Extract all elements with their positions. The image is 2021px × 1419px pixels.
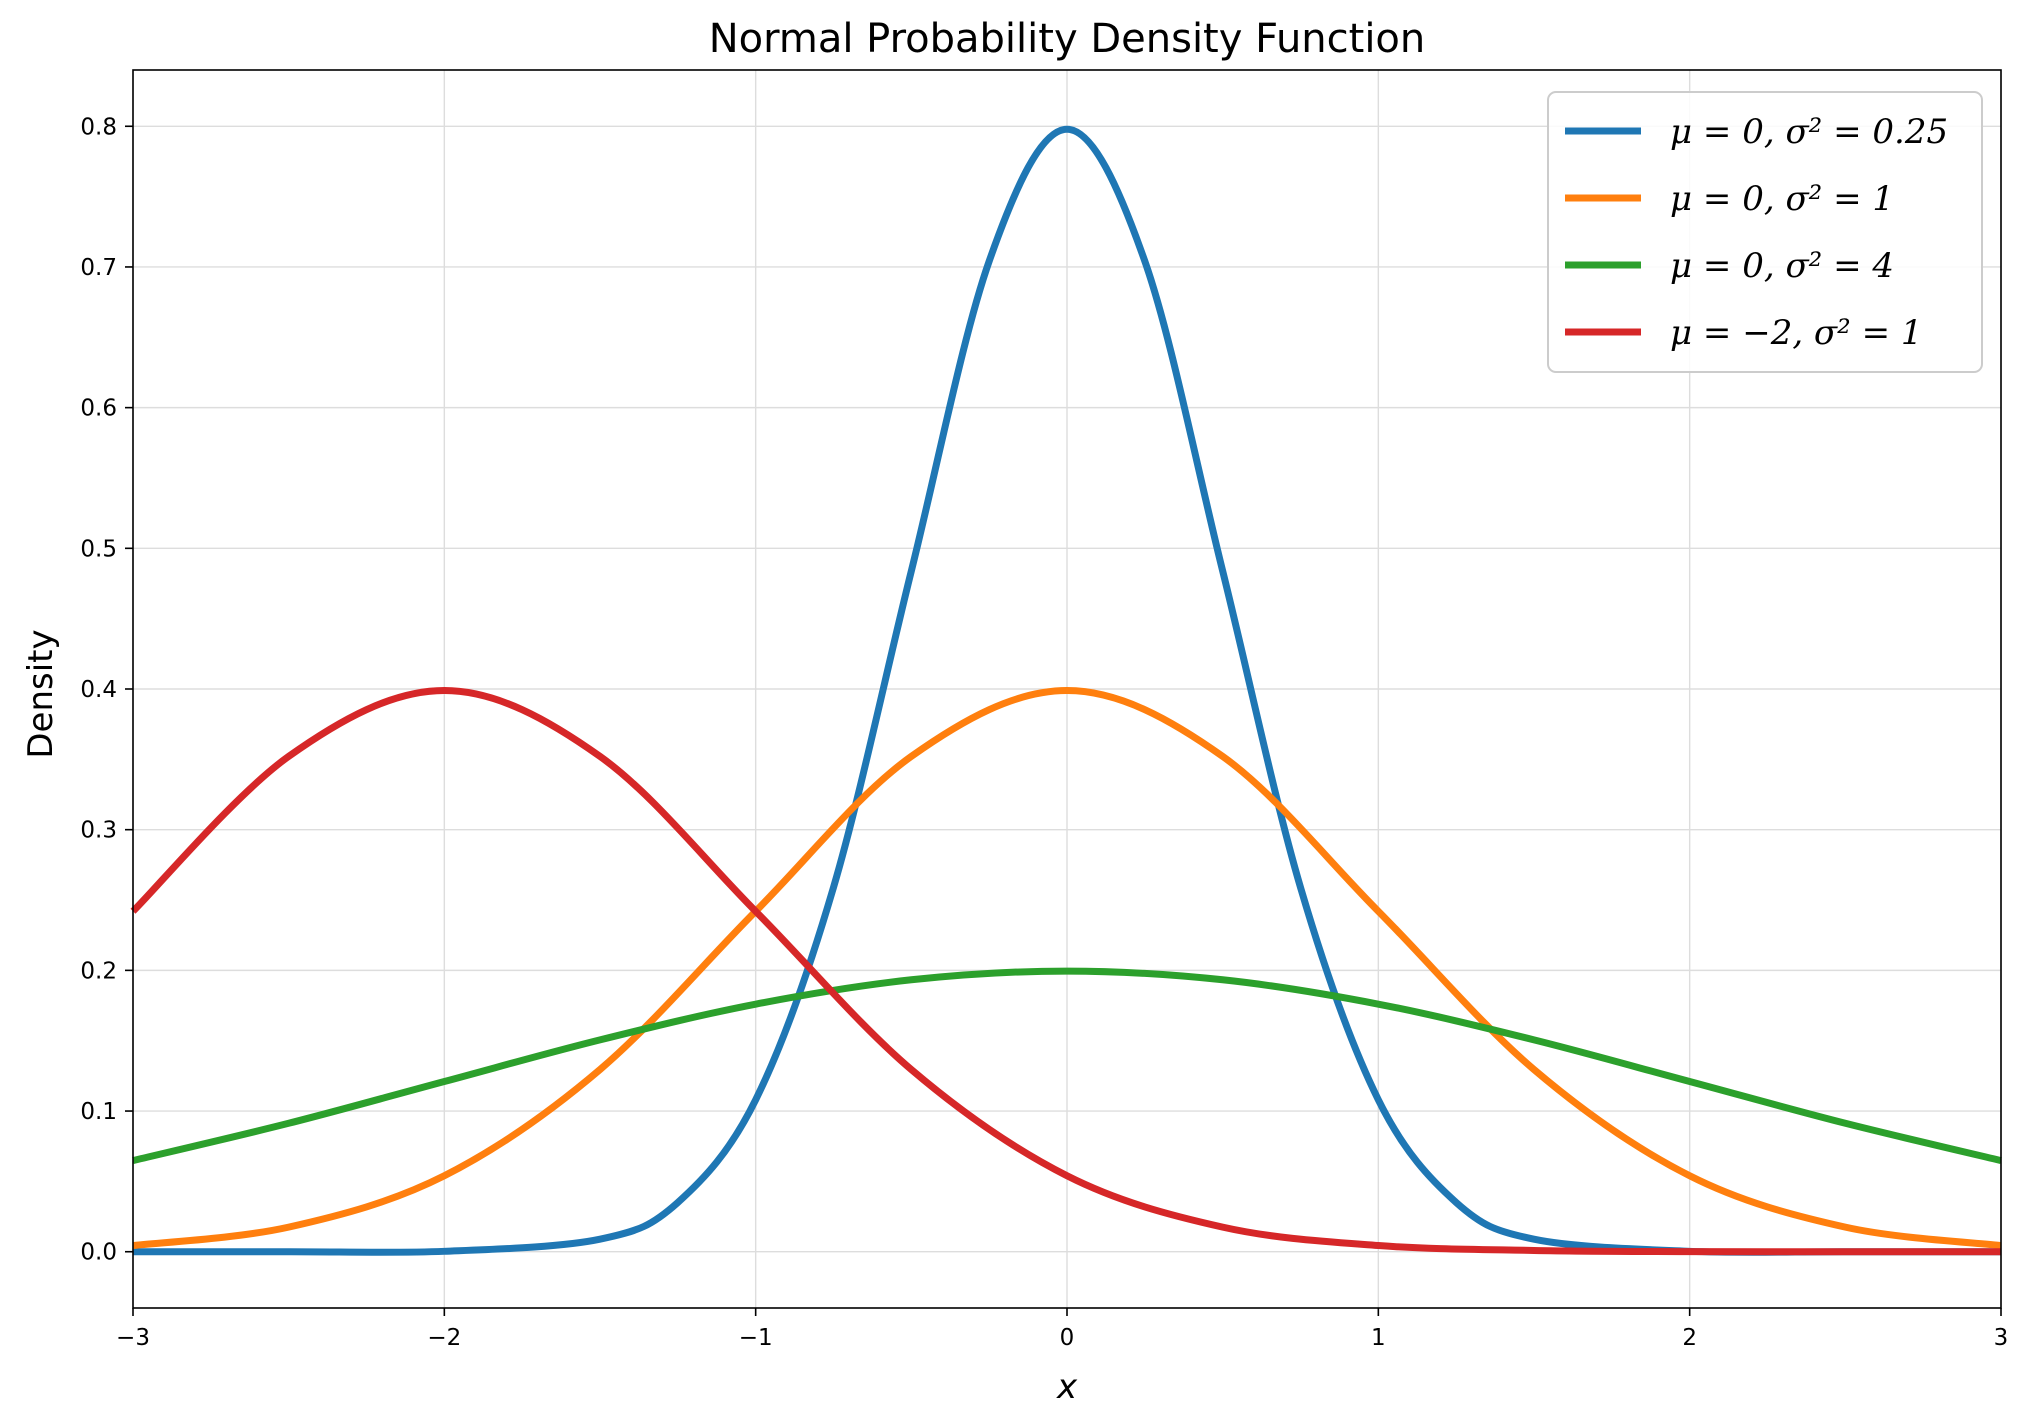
series-line-2 [132,687,2002,1250]
chart-title: Normal Probability Density Function [709,16,1426,62]
x-axis-label: x [1056,1367,1078,1407]
legend-label-3: μ = 0, σ² = 4 [1670,246,1894,286]
legend-label-1: μ = 0, σ² = 0.25 [1670,112,1948,152]
legend-label-4: μ = −2, σ² = 1 [1670,313,1923,353]
y-tick-label: 0.4 [80,677,117,703]
x-tick-label: 0 [1060,1325,1075,1351]
x-tick-label: 3 [1994,1325,2009,1351]
x-tick-label: −2 [427,1325,461,1351]
y-tick-label: 0.6 [80,396,117,422]
y-tick-label: 0.7 [80,255,117,281]
x-tick-label: 1 [1371,1325,1386,1351]
legend-entries: μ = 0, σ² = 0.25 μ = 0, σ² = 1 μ = 0, σ² =… [1565,112,1948,353]
series-layer [130,125,2002,1256]
x-tick-label: −1 [739,1325,773,1351]
y-axis-label: Density [21,629,61,758]
x-tick-label: 2 [1682,1325,1697,1351]
y-tick-label: 0.8 [80,114,117,140]
series-line-3 [132,967,2002,1164]
y-tick-label: 0.5 [80,536,117,562]
y-tick-label: 0.3 [80,818,117,844]
series-line-1 [132,125,2002,1256]
y-tick-label: 0.2 [80,958,117,984]
legend: μ = 0, σ² = 0.25 μ = 0, σ² = 1 μ = 0, σ² =… [1547,91,1983,373]
legend-label-2: μ = 0, σ² = 1 [1670,179,1894,219]
legend-box [1547,91,1983,373]
axis-ticks: −3 −2 −1 0 1 2 3 0.0 0.1 0.2 0.3 0.4 0.5 0.6 0.7 0.8 [80,114,2008,1351]
series-line-4 [130,687,2002,1256]
x-tick-label: −3 [116,1325,150,1351]
y-tick-label: 0.0 [80,1240,117,1266]
y-tick-label: 0.1 [80,1099,117,1125]
